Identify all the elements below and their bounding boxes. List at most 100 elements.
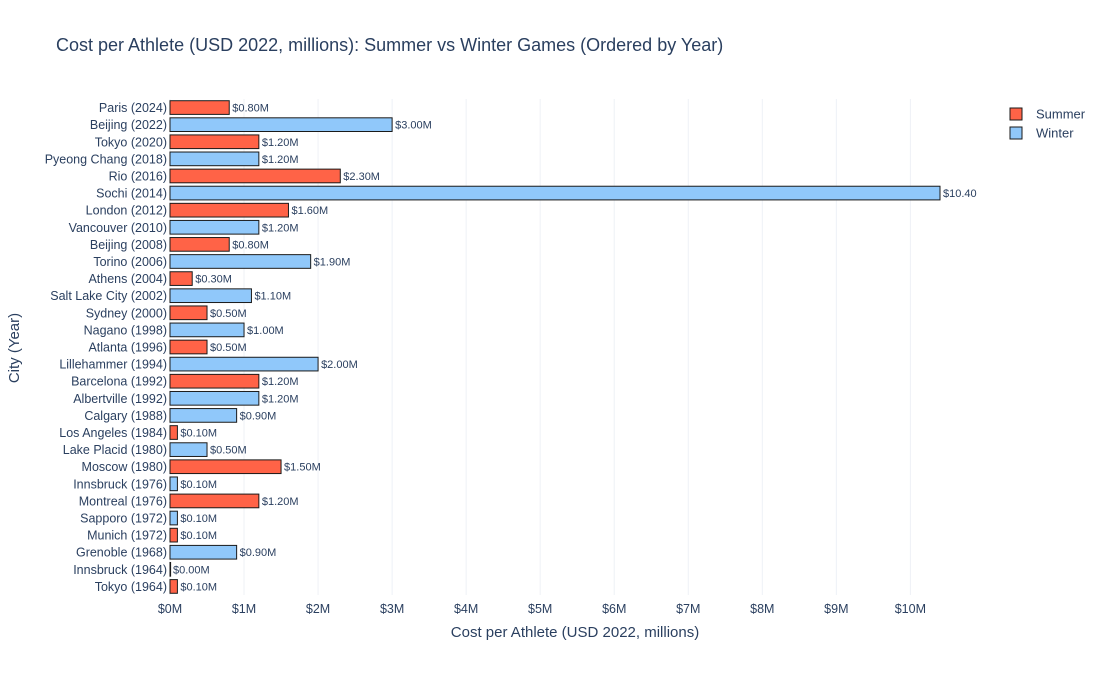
bar-value-label: $0.50M <box>210 445 247 457</box>
y-tick-label: Sochi (2014) <box>96 187 167 201</box>
bar-value-label: $0.80M <box>232 239 269 251</box>
bar-summer[interactable] <box>169 527 178 543</box>
bar-value-label: $2.00M <box>321 359 358 371</box>
bars <box>169 100 941 594</box>
bar-summer[interactable] <box>169 305 208 321</box>
bar-value-label: $0.00M <box>173 564 210 576</box>
bar-summer[interactable] <box>169 202 289 218</box>
bar-value-label: $0.90M <box>240 410 277 422</box>
bar-summer[interactable] <box>169 373 260 389</box>
bar-winter[interactable] <box>169 356 319 372</box>
bar-value-label: $1.00M <box>247 325 284 337</box>
y-tick-label: Beijing (2022) <box>90 118 167 132</box>
bar-summer[interactable] <box>169 579 178 594</box>
legend-item-summer[interactable]: Summer <box>1009 107 1086 122</box>
y-axis-ticks: Paris (2024) Beijing (2022) Tokyo (2020) Py… <box>45 101 167 594</box>
x-tick-label: $8M <box>750 602 774 616</box>
y-tick-label: Pyeong Chang (2018) <box>45 152 167 166</box>
x-tick-label: $4M <box>454 602 478 616</box>
bar-summer[interactable] <box>169 493 260 509</box>
bar-value-label: $0.10M <box>180 581 217 593</box>
legend[interactable]: Summer Winter <box>1009 107 1086 141</box>
bar-value-label: $0.10M <box>180 530 217 542</box>
x-tick-label: $5M <box>528 602 552 616</box>
bar-value-label: $10.40 <box>943 188 977 200</box>
bar-summer[interactable] <box>169 237 230 252</box>
bar-summer[interactable] <box>169 339 208 355</box>
y-tick-label: Barcelona (1992) <box>71 375 167 389</box>
y-tick-label: Paris (2024) <box>99 101 167 115</box>
y-tick-label: Salt Lake City (2002) <box>50 289 167 303</box>
bar-winter[interactable] <box>169 476 178 492</box>
bar-winter[interactable] <box>169 185 941 201</box>
y-tick-label: Albertville (1992) <box>73 392 167 406</box>
bar-winter[interactable] <box>169 288 252 304</box>
bar-summer[interactable] <box>169 459 282 475</box>
y-tick-label: Munich (1972) <box>87 529 167 543</box>
bar-value-label: $1.20M <box>262 393 299 405</box>
y-tick-label: Torino (2006) <box>93 255 167 269</box>
bar-winter[interactable] <box>169 254 312 269</box>
bar-winter[interactable] <box>169 544 238 560</box>
bar-value-label: $1.10M <box>254 291 291 303</box>
x-tick-label: $6M <box>602 602 626 616</box>
bar-winter[interactable] <box>169 442 208 457</box>
data-labels: $0.80M $3.00M $1.20M $1.20M $2.30M $10.40 $1.6… <box>173 103 977 594</box>
bar-winter[interactable] <box>169 390 260 406</box>
bar-value-label: $1.20M <box>262 154 299 166</box>
chart-title: Cost per Athlete (USD 2022, millions): S… <box>56 35 723 55</box>
bar-winter[interactable] <box>169 322 245 338</box>
y-tick-label: Tokyo (1964) <box>95 580 167 594</box>
bar-summer[interactable] <box>169 168 341 184</box>
y-tick-label: Vancouver (2010) <box>69 221 167 235</box>
bar-value-label: $0.90M <box>240 547 277 559</box>
y-tick-label: Montreal (1976) <box>79 494 167 508</box>
bar-value-label: $1.20M <box>262 496 299 508</box>
bar-winter[interactable] <box>169 408 238 423</box>
bar-value-label: $0.50M <box>210 308 247 320</box>
y-tick-label: Innsbruck (1976) <box>73 477 167 491</box>
y-tick-label: Nagano (1998) <box>84 323 167 337</box>
bar-value-label: $1.20M <box>262 222 299 234</box>
bar-winter[interactable] <box>169 562 172 577</box>
bar-value-label: $1.90M <box>314 256 351 268</box>
y-tick-label: London (2012) <box>86 204 167 218</box>
bar-summer[interactable] <box>169 271 193 286</box>
y-tick-label: Lake Placid (1980) <box>63 443 167 457</box>
legend-swatch <box>1009 126 1023 140</box>
bar-summer[interactable] <box>169 134 260 150</box>
bar-value-label: $2.30M <box>343 171 380 183</box>
y-tick-label: Moscow (1980) <box>82 460 167 474</box>
x-tick-label: $0M <box>158 602 182 616</box>
y-tick-label: Innsbruck (1964) <box>73 563 167 577</box>
bar-value-label: $1.50M <box>284 462 321 474</box>
x-axis-title: Cost per Athlete (USD 2022, millions) <box>451 624 699 641</box>
bar-summer[interactable] <box>169 100 230 115</box>
y-tick-label: Beijing (2008) <box>90 238 167 252</box>
legend-item-winter[interactable]: Winter <box>1009 126 1074 141</box>
bar-summer[interactable] <box>169 425 178 440</box>
x-tick-label: $10M <box>895 602 926 616</box>
x-axis-ticks: $0M $1M $2M $3M $4M $5M $6M $7M $8M $9M $10M <box>158 602 926 616</box>
y-tick-label: Sapporo (1972) <box>80 512 167 526</box>
y-axis-title: City (Year) <box>6 313 23 383</box>
bar-value-label: $0.80M <box>232 103 269 115</box>
x-tick-label: $3M <box>380 602 404 616</box>
bar-value-label: $1.20M <box>262 376 299 388</box>
y-tick-label: Athens (2004) <box>88 272 167 286</box>
y-tick-label: Tokyo (2020) <box>95 135 167 149</box>
bar-winter[interactable] <box>169 510 178 526</box>
bar-value-label: $0.50M <box>210 342 247 354</box>
x-tick-label: $2M <box>306 602 330 616</box>
bar-winter[interactable] <box>169 151 260 167</box>
bar-winter[interactable] <box>169 219 260 235</box>
bar-value-label: $1.20M <box>262 137 299 149</box>
legend-label: Summer <box>1036 107 1086 122</box>
bar-value-label: $0.10M <box>180 479 217 491</box>
x-tick-label: $1M <box>232 602 256 616</box>
bar-value-label: $1.60M <box>291 205 328 217</box>
y-tick-label: Sydney (2000) <box>86 306 167 320</box>
bar-winter[interactable] <box>169 117 393 132</box>
